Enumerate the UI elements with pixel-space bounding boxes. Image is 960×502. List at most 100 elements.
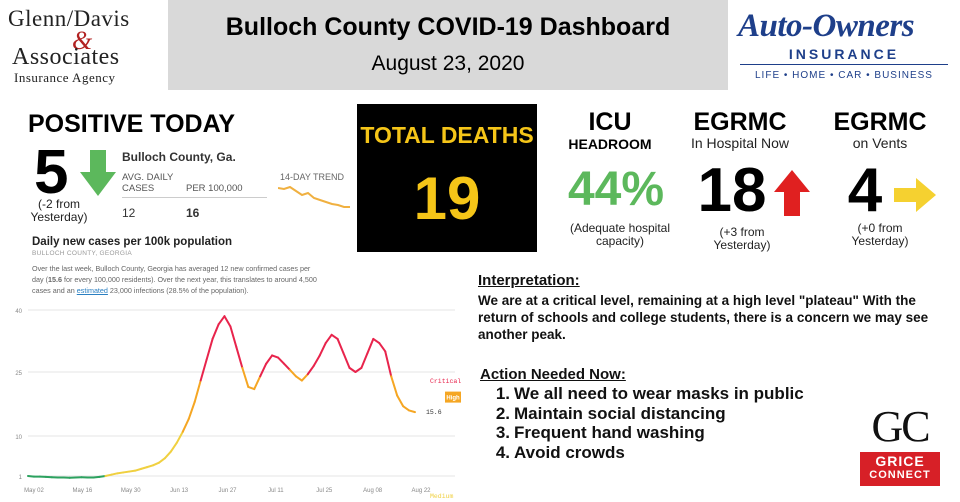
series-line-segment xyxy=(247,385,256,391)
series-line-segment xyxy=(390,375,399,397)
egrmc-hospital-subtitle: In Hospital Now xyxy=(690,135,790,151)
gc-red-box: GRICE CONNECT xyxy=(860,452,940,486)
logo-ampersand: & xyxy=(72,26,93,55)
interpretation-text: We are at a critical level, remaining at… xyxy=(478,293,929,342)
auto-owners-divider xyxy=(740,64,948,65)
estimated-link[interactable]: estimated xyxy=(76,286,108,295)
series-line-segment xyxy=(128,469,137,473)
action-item: 4. Avoid crowds xyxy=(490,443,804,463)
zone-label: Medium xyxy=(430,493,454,500)
series-line-segment xyxy=(330,333,339,340)
glenn-davis-logo: Glenn/Davis & Associates Insurance Agenc… xyxy=(0,0,168,90)
series-line-segment xyxy=(134,467,143,472)
series-line-segment xyxy=(300,373,309,382)
interpretation-heading: Interpretation: xyxy=(478,272,580,289)
header-title-bar: Bulloch County COVID-19 Dashboard August… xyxy=(168,0,728,90)
series-line-segment xyxy=(193,379,202,403)
action-item-text: Frequent hand washing xyxy=(514,423,705,442)
positive-today-title: POSITIVE TODAY xyxy=(28,110,236,138)
auto-owners-insurance: INSURANCE xyxy=(788,46,900,62)
logo-line-1: Glenn/Davis xyxy=(8,6,130,31)
series-line-segment xyxy=(122,470,131,474)
trend-sparkline xyxy=(278,185,350,208)
series-line-segment xyxy=(402,405,411,412)
per-100k-value: 16 xyxy=(186,206,200,220)
series-line-segment xyxy=(199,358,208,382)
action-item-text: Avoid crowds xyxy=(514,442,625,462)
series-line-segment xyxy=(205,337,214,361)
series-line-segment xyxy=(294,375,303,382)
series-line-segment xyxy=(306,364,315,376)
trend-label: 14-DAY TREND xyxy=(280,172,345,182)
action-number: 3. xyxy=(495,423,510,442)
avg-daily-cases-label: AVG. DAILY CASES xyxy=(122,172,174,194)
action-item-text: We all need to wear masks in public xyxy=(514,384,804,403)
series-line-segment xyxy=(187,400,196,420)
series-line-segment xyxy=(110,472,119,476)
egrmc-hospital-title: EGRMC xyxy=(693,108,787,136)
series-line-segment xyxy=(259,362,268,378)
up-arrow-icon xyxy=(774,170,810,216)
chart-subtitle: BULLOCH COUNTY, GEORGIA xyxy=(32,250,132,257)
action-list: 1. We all need to wear masks in public 2.… xyxy=(490,384,804,462)
egrmc-vents-title: EGRMC xyxy=(833,108,927,136)
x-tick-label: Jun 13 xyxy=(170,488,189,494)
desc-text-1: Over the last week, Bulloch County, Geor… xyxy=(32,264,311,284)
y-tick-label: 10 xyxy=(15,435,22,441)
x-tick-label: Jul 25 xyxy=(316,488,333,494)
daily-cases-chart: 1 10 25 40 May 02 May 16 May 30 Jun 13 Jun 27 Jul… xyxy=(15,309,461,500)
series-line-segment xyxy=(235,346,244,369)
series-line-segment xyxy=(378,342,387,353)
positive-today-value: 5 xyxy=(34,138,69,207)
dashboard-date: August 23, 2020 xyxy=(371,52,525,75)
series-line-segment xyxy=(175,430,184,444)
series-line-segment xyxy=(140,466,149,470)
series-line-segment xyxy=(396,394,405,408)
series-line-segment xyxy=(372,337,381,345)
x-tick-label: May 16 xyxy=(73,488,93,494)
auto-owners-brand: Auto-Owners xyxy=(738,8,915,44)
x-tick-label: Aug 22 xyxy=(411,488,431,494)
series-line-segment xyxy=(146,464,155,469)
series-line-segment xyxy=(360,352,369,369)
egrmc-hospital-note: (+3 from Yesterday) xyxy=(713,225,771,252)
egrmc-vents-subtitle: on Vents xyxy=(852,135,908,151)
series-line-segment xyxy=(169,441,178,453)
series-line-segment xyxy=(366,337,375,355)
series-line-segment xyxy=(342,352,351,369)
icu-value: 44% xyxy=(567,163,665,216)
icu-title: ICU xyxy=(588,108,632,136)
desc-text-3: 23,000 infections (28.5% of the populati… xyxy=(107,286,249,295)
action-heading: Action Needed Now: xyxy=(480,366,626,383)
egrmc-vents-note: (+0 from Yesterday) xyxy=(851,221,909,248)
series-line-segment xyxy=(288,368,297,378)
series-line-segment xyxy=(408,409,416,414)
series-line-segment xyxy=(318,342,327,357)
series-line-segment xyxy=(157,457,166,464)
logo-line-3: Insurance Agency xyxy=(14,70,116,85)
positive-today-change: (-2 from Yesterday) xyxy=(30,197,88,224)
grice-connect-logo: GC GRICE CONNECT xyxy=(860,404,940,486)
right-arrow-icon xyxy=(894,178,936,212)
high-badge-bg xyxy=(445,391,461,403)
x-tick-label: Jun 27 xyxy=(218,488,237,494)
last-value-label: 15.6 xyxy=(426,409,442,416)
down-arrow-icon xyxy=(80,150,116,196)
gc-letters: GC xyxy=(871,402,930,451)
avg-daily-cases-value: 12 xyxy=(122,206,136,220)
logo-line-2: Associates xyxy=(12,44,120,70)
series-line-segment xyxy=(336,337,345,355)
high-badge-label: High xyxy=(446,396,460,402)
egrmc-vents-value: 4 xyxy=(847,156,883,225)
action-number: 2. xyxy=(495,403,510,423)
chart-title: Daily new cases per 100k population xyxy=(32,236,233,248)
series-line-segment xyxy=(253,375,262,391)
total-deaths-label: TOTAL DEATHS xyxy=(360,122,534,148)
series-line-segment xyxy=(181,417,190,433)
per-100k-label: PER 100,000 xyxy=(186,183,243,194)
series-line-segment xyxy=(271,354,280,359)
action-item-text: Maintain social distancing xyxy=(514,403,726,423)
icu-subtitle: HEADROOM xyxy=(568,136,652,152)
series-line-segment xyxy=(223,315,232,328)
nyt-county-name: Bulloch County, Ga. xyxy=(122,150,236,164)
